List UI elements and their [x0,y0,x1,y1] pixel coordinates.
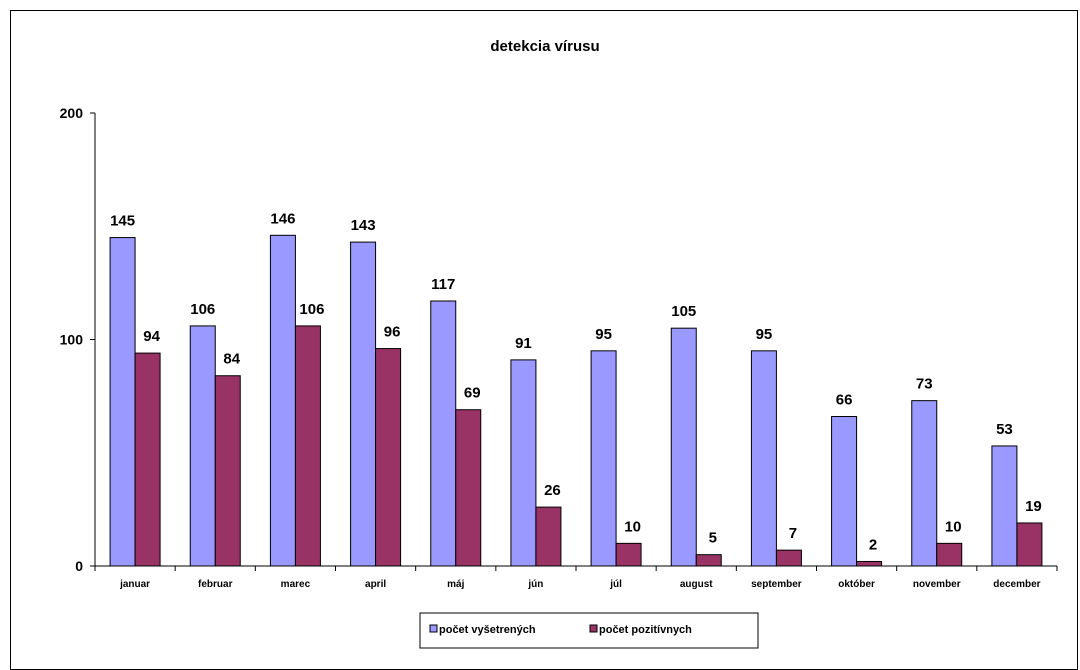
legend-label: počet pozitívnych [599,624,692,636]
legend-swatch [429,624,438,633]
legend-label: počet vyšetrených [439,624,536,636]
bar [375,348,402,567]
data-label: 2 [869,536,877,553]
x-tick-label: marec [281,579,311,590]
bar [294,325,321,567]
data-label: 26 [544,482,561,499]
bar [695,554,722,567]
data-labels: 145 94 106 84 146 106 143 96 117 69 91 26 95 10 105 5 95… [110,210,1042,553]
x-tick-label: august [680,579,713,590]
x-tick-labels: januar februar marec april máj jún júl august se… [119,579,1041,590]
data-label: 69 [464,385,481,402]
bar [455,409,482,567]
legend-box [419,612,759,649]
x-tick-label: november [913,579,961,590]
axes: 0 100 200 [60,105,1058,574]
data-label: 73 [916,376,933,393]
x-tick-label: júl [609,579,622,590]
data-label: 10 [624,518,641,535]
x-tick-label: januar [119,579,150,590]
bar [670,327,697,567]
x-tick-label: október [838,579,875,590]
bar [510,359,537,567]
bar [134,352,161,567]
data-label: 146 [270,210,295,227]
bar [775,549,802,567]
bar [856,560,883,567]
data-label: 10 [945,518,962,535]
bar [1016,522,1043,567]
bar [615,542,642,567]
chart-title: detekcia vírusu [490,38,599,55]
x-tick-label: september [751,579,802,590]
data-label: 105 [671,303,696,320]
bar [936,542,963,567]
data-label: 95 [756,326,773,343]
bar [214,375,241,567]
bar [269,234,296,567]
x-tick-label: april [365,579,386,590]
data-label: 143 [351,217,376,234]
data-label: 53 [996,421,1013,438]
data-label: 145 [110,213,135,230]
bar [590,350,617,567]
data-label: 91 [515,335,532,352]
data-label: 5 [709,530,717,547]
data-label: 94 [143,328,160,345]
y-tick-label: 200 [60,105,84,121]
y-tick-label: 0 [75,558,83,574]
bar [991,445,1018,567]
data-label: 66 [836,392,853,409]
bar [535,506,562,567]
bar [109,237,136,567]
bars [109,234,1043,567]
data-label: 96 [384,324,401,341]
data-label: 95 [595,326,612,343]
legend-swatch [589,624,598,633]
x-tick-label: februar [198,579,233,590]
bar [189,325,216,567]
bar [831,416,858,567]
data-label: 84 [223,351,240,368]
bar [350,241,377,567]
legend: počet vyšetrených počet pozitívnych [419,612,759,649]
data-label: 106 [190,301,215,318]
x-tick-label: december [993,579,1040,590]
bar [430,300,457,567]
data-label: 7 [789,525,797,542]
data-label: 106 [299,301,324,318]
x-tick-label: máj [447,579,464,590]
x-tick-label: jún [527,579,543,590]
data-label: 19 [1025,498,1042,515]
data-label: 117 [431,276,455,293]
bar [911,400,938,567]
bar [750,350,777,567]
y-tick-label: 100 [60,332,84,348]
